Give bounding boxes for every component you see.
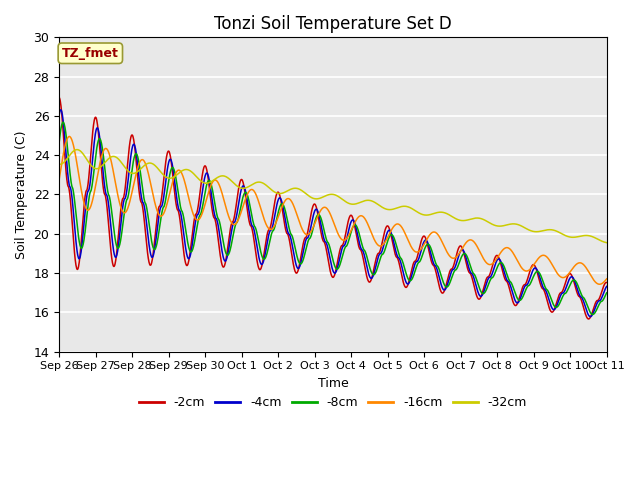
Legend: -2cm, -4cm, -8cm, -16cm, -32cm: -2cm, -4cm, -8cm, -16cm, -32cm [134,391,532,414]
-8cm [603,290,611,296]
-16cm [120,210,128,216]
-32cm [288,186,296,192]
Title: Tonzi Soil Temperature Set D: Tonzi Soil Temperature Set D [214,15,452,33]
-4cm [300,249,307,255]
-4cm [367,276,375,281]
-32cm [73,147,81,153]
-2cm [308,204,316,210]
Line: -4cm: -4cm [59,110,607,317]
-32cm [120,163,128,169]
-2cm [367,278,374,284]
-16cm [98,152,106,158]
-32cm [300,189,307,194]
-16cm [65,133,73,139]
Line: -32cm: -32cm [59,150,607,243]
Text: TZ_fmet: TZ_fmet [62,47,119,60]
X-axis label: Time: Time [317,377,348,390]
-32cm [55,161,63,167]
-2cm [98,167,106,173]
-2cm [287,250,295,255]
Line: -16cm: -16cm [59,136,607,284]
-8cm [300,257,307,263]
-16cm [55,177,63,182]
-16cm [603,276,611,282]
Line: -2cm: -2cm [59,97,607,319]
-16cm [367,229,375,235]
-32cm [603,240,611,246]
-2cm [585,316,593,322]
-8cm [120,211,128,217]
-8cm [367,268,375,274]
-8cm [98,143,106,148]
-2cm [299,243,307,249]
-4cm [57,107,65,113]
-4cm [120,197,128,203]
-16cm [300,228,307,234]
-8cm [309,226,317,232]
-8cm [589,312,596,317]
-32cm [367,198,375,204]
Line: -8cm: -8cm [59,122,607,314]
-32cm [98,163,106,169]
-4cm [98,156,106,162]
-32cm [309,195,317,201]
-4cm [288,240,296,246]
-16cm [596,281,604,287]
-8cm [55,140,63,145]
-16cm [309,225,317,230]
-2cm [603,279,611,285]
-8cm [288,232,296,238]
-4cm [55,112,63,118]
-16cm [288,199,296,204]
Y-axis label: Soil Temperature (C): Soil Temperature (C) [15,130,28,259]
-2cm [120,194,127,200]
-4cm [603,284,611,289]
-4cm [309,214,317,220]
-2cm [55,95,63,100]
-4cm [586,314,594,320]
-8cm [60,120,67,125]
